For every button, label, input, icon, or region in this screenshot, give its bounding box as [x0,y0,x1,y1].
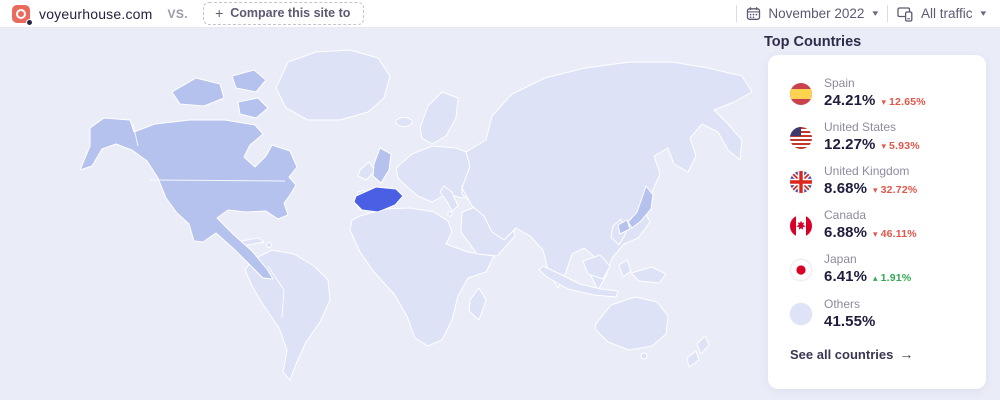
map-region-iceland [395,117,413,127]
country-row-japan: Japan 6.41% ▴ 1.91% [790,248,972,292]
map-region-ireland [357,161,376,181]
chevron-down-icon: ▾ [872,8,879,18]
top-countries-card: Spain 24.21% ▾ 12.65% [768,55,986,389]
map-region-sulawesi [618,259,632,278]
see-all-label: See all countries [790,346,894,362]
country-share: 6.88% [824,224,868,241]
change-arrow-icon: ▾ [873,185,878,195]
country-change: ▾ 12.65% [881,93,925,112]
compare-site-button[interactable]: + Compare this site to [203,2,365,25]
country-change: ▾ 32.72% [873,181,917,200]
traffic-filter-value: All traffic [920,6,973,21]
site-name: voyeurhouse.com [39,5,153,22]
country-row-spain: Spain 24.21% ▾ 12.65% [790,72,972,116]
map-country-spain[interactable] [353,186,404,213]
country-name: United Kingdom [824,164,910,178]
country-share: 41.55% [824,313,876,330]
see-all-countries-link[interactable]: See all countries → [790,346,972,362]
map-region-australia [594,296,669,351]
map-region-south-america [244,249,331,381]
country-row-united-kingdom: United Kingdom 8.68% ▾ 32.72% [790,160,972,204]
plus-icon: + [215,5,224,21]
change-arrow-icon: ▾ [881,97,887,107]
country-name: Others [824,297,861,311]
map-region-scandinavia [419,91,459,145]
map-region-arctic-islands [231,69,267,93]
map-region-new-zealand [686,350,700,368]
divider [736,5,738,22]
map-region-greenland [275,49,391,121]
favicon-ring-icon [16,8,26,19]
favicon-badge-icon [26,18,33,26]
divider [886,5,888,22]
vs-label: VS. [167,6,189,21]
map-region-arctic-islands [237,97,269,119]
traffic-filter-dropdown[interactable]: All traffic ▾ [897,6,987,22]
map-region-borneo [582,254,611,280]
map-border-alaska [132,123,139,147]
panel-title: Top Countries [764,34,862,50]
others-flag-icon [790,303,812,325]
map-region-asia [461,61,753,291]
change-arrow-icon: ▴ [873,273,878,283]
map-region-new-guinea [630,266,667,284]
country-row-united-states: United States 12.27% ▾ 5.93% [790,116,972,160]
map-region-sumatra-java [538,265,619,298]
country-name: Spain [824,76,855,90]
map-region-madagascar [468,287,487,321]
country-row-others: Others 41.55% [790,292,972,336]
united-states-flag-icon [790,127,812,149]
map-region-italy [439,185,459,212]
map-region-africa [349,207,495,347]
country-change: ▾ 46.11% [873,225,917,244]
country-name: Canada [824,208,867,222]
country-share: 12.27% [824,136,876,153]
change-arrow-icon: ▾ [881,141,887,151]
country-name: United States [824,120,897,134]
devices-icon [897,6,913,22]
calendar-icon [747,7,761,20]
map-region-hispaniola [266,242,272,248]
map-border-south-america [267,265,285,319]
map-country-japan[interactable] [617,219,631,235]
map-country-japan[interactable] [627,185,654,229]
country-change: ▴ 1.91% [873,269,911,288]
arrow-right-icon: → [899,346,914,362]
map-region-sicily [447,211,453,217]
map-region-new-zealand [696,335,710,355]
canada-flag-icon [790,215,812,237]
country-name: Japan [824,252,857,266]
header-filters: November 2022 ▾ All traffic ▾ [736,5,987,22]
united-kingdom-flag-icon [790,171,812,193]
country-share: 6.41% [824,268,868,285]
change-arrow-icon: ▾ [873,229,878,239]
japan-flag-icon [790,259,812,281]
top-countries-panel: Top Countries Spain 24.21% ▾ 12.65% [762,28,1000,400]
country-share: 8.68% [824,180,868,197]
country-row-canada: Canada 6.88% ▾ 46.11% [790,204,972,248]
spain-flag-icon [790,83,812,105]
top-bar: voyeurhouse.com VS. + Compare this site … [0,0,1000,28]
site-favicon [12,4,33,26]
compare-button-label: Compare this site to [230,6,351,20]
map-border-us-canada [149,179,286,182]
world-map[interactable] [0,28,765,400]
map-country-north-america[interactable] [79,117,298,280]
map-region-arctic-islands [171,77,225,107]
date-filter-dropdown[interactable]: November 2022 ▾ [746,6,879,21]
map-country-united-kingdom[interactable] [372,147,392,184]
date-filter-value: November 2022 [768,6,865,21]
country-share: 24.21% [824,92,876,109]
chevron-down-icon: ▾ [980,8,987,18]
map-region-tasmania [640,352,648,360]
country-change: ▾ 5.93% [881,137,919,156]
